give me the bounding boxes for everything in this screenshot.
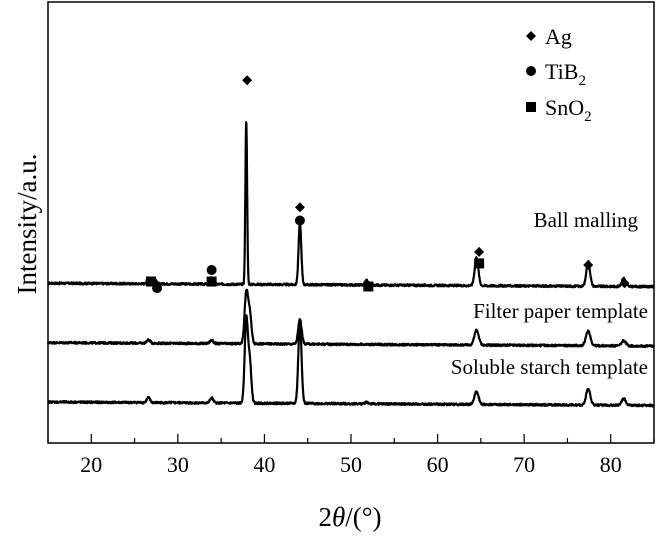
x-tick-label: 40 [253, 452, 275, 477]
legend-marker-circle [526, 66, 536, 76]
peak-marker-square [206, 276, 217, 287]
series-label: Soluble starch template [451, 355, 648, 379]
peak-markers [146, 75, 630, 294]
series-label: Filter paper template [473, 299, 648, 323]
peak-marker-square [474, 258, 485, 269]
peak-marker-diamond [294, 202, 305, 213]
peak-marker-diamond [242, 75, 253, 86]
peak-marker-circle [294, 215, 305, 226]
x-tick-label: 60 [427, 452, 449, 477]
peak-marker-square [146, 276, 157, 287]
legend-marker-diamond [526, 31, 536, 41]
x-tick-label: 70 [513, 452, 535, 477]
legend-label: TiB2 [545, 59, 586, 89]
x-tick-label: 20 [80, 452, 102, 477]
series-labels: Ball malling Filter paper template Soluble… [451, 208, 648, 379]
peak-marker-circle [206, 265, 217, 275]
series-line [46, 288, 655, 349]
x-axis-ticks: 20 30 40 50 60 70 80 [47, 434, 655, 477]
series-line [47, 121, 655, 289]
legend-label: Ag [545, 24, 572, 49]
x-tick-label: 80 [600, 452, 622, 477]
series-label: Ball malling [534, 208, 639, 232]
legend: Ag TiB2 SnO2 [526, 24, 592, 125]
series-line [47, 314, 655, 408]
legend-marker-square [526, 102, 536, 112]
x-tick-label: 50 [340, 452, 362, 477]
x-tick-label: 30 [167, 452, 189, 477]
peak-marker-diamond [583, 260, 594, 271]
legend-label: SnO2 [545, 95, 592, 125]
peak-marker-square [363, 281, 374, 292]
peak-marker-diamond [474, 246, 485, 257]
x-axis-label: 2θ/(°) [318, 502, 381, 532]
y-axis-label: Intensity/a.u. [12, 154, 42, 295]
peak-marker-diamond [619, 278, 630, 289]
peak-marker-circle [152, 283, 163, 294]
